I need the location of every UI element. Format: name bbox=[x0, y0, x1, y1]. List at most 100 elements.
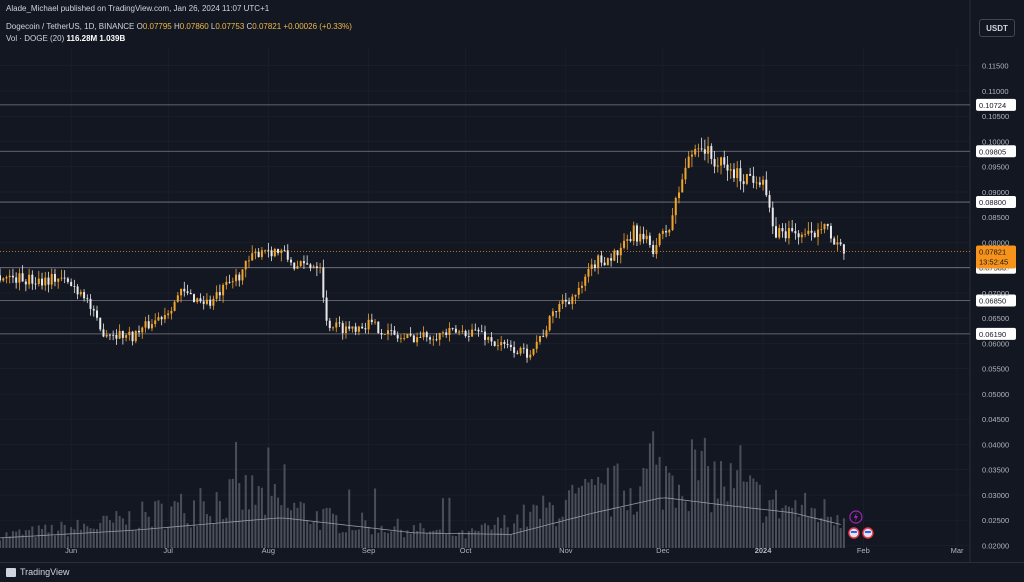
volume-bar bbox=[134, 530, 137, 548]
volume-bar bbox=[723, 486, 726, 548]
candle-body bbox=[558, 303, 561, 312]
candle-body bbox=[312, 266, 315, 269]
candle-body bbox=[603, 262, 606, 266]
candle-body bbox=[526, 348, 529, 358]
currency-selector[interactable]: USDT bbox=[979, 19, 1015, 37]
volume-bar bbox=[112, 522, 115, 548]
candle-body bbox=[131, 331, 134, 342]
volume-bar bbox=[652, 431, 655, 548]
volume-bar bbox=[380, 525, 383, 548]
candle-body bbox=[665, 231, 668, 233]
volume-bar bbox=[348, 489, 351, 548]
candle-body bbox=[202, 301, 205, 304]
volume-bar bbox=[506, 527, 509, 548]
volume-bar bbox=[603, 484, 606, 548]
volume-bar bbox=[487, 525, 490, 548]
volume-bar bbox=[429, 531, 432, 548]
volume-bar bbox=[319, 529, 322, 548]
candle-body bbox=[823, 223, 826, 230]
candle-body bbox=[574, 294, 577, 297]
volume-bar bbox=[483, 523, 487, 548]
candle-body bbox=[192, 294, 196, 303]
candle-body bbox=[587, 269, 590, 277]
x-tick-label: Aug bbox=[262, 546, 275, 555]
candle-body bbox=[429, 337, 432, 340]
candle-body bbox=[41, 278, 44, 286]
candle-body bbox=[765, 179, 768, 196]
candle-body bbox=[480, 331, 483, 333]
volume-bar bbox=[235, 441, 238, 548]
volume-bar bbox=[774, 489, 778, 548]
level-price-label: 0.08800 bbox=[979, 198, 1006, 207]
candle-body bbox=[315, 266, 318, 269]
candle-body bbox=[222, 284, 225, 296]
candle-body bbox=[542, 335, 545, 337]
candle-body bbox=[716, 165, 719, 167]
candle-body bbox=[280, 250, 283, 254]
publisher-line: Alade_Michael published on TradingView.c… bbox=[6, 4, 270, 13]
candle-body bbox=[794, 231, 797, 234]
tradingview-brand[interactable]: TradingView bbox=[6, 567, 70, 577]
volume-bar bbox=[390, 531, 393, 548]
volume-bar bbox=[205, 514, 208, 548]
price-change: +0.00026 (+0.33%) bbox=[283, 22, 352, 31]
level-price-box bbox=[976, 327, 1016, 340]
candle-body bbox=[729, 169, 732, 171]
candle-body bbox=[199, 298, 202, 302]
volume-bar bbox=[312, 521, 315, 548]
candle-body bbox=[694, 148, 697, 155]
volume-bar bbox=[435, 529, 438, 548]
volume-bar bbox=[749, 475, 752, 548]
candle-body bbox=[416, 337, 419, 343]
candle-body bbox=[616, 250, 619, 256]
candle-body bbox=[235, 274, 238, 282]
volume-bar bbox=[564, 499, 567, 548]
volume-bar bbox=[762, 522, 765, 548]
volume-bar bbox=[516, 514, 519, 548]
candle-body bbox=[774, 226, 778, 238]
candle-body bbox=[496, 345, 499, 347]
volume-bar bbox=[416, 530, 419, 548]
x-tick-label: Jun bbox=[65, 546, 77, 555]
candle-body bbox=[742, 181, 745, 184]
volume-bar bbox=[464, 538, 467, 548]
volume-bar bbox=[839, 528, 842, 548]
price-chart[interactable]: 0.107240.098050.088000.075000.068500.061… bbox=[0, 0, 1024, 562]
candle-body bbox=[632, 225, 635, 241]
candle-body bbox=[141, 327, 144, 333]
candle-body bbox=[357, 326, 360, 332]
candle-body bbox=[254, 251, 257, 254]
y-tick-label: 0.11000 bbox=[982, 87, 1009, 96]
symbol-info: Dogecoin / TetherUS, 1D, BINANCE O0.0779… bbox=[6, 22, 352, 31]
candle-body bbox=[332, 327, 335, 329]
volume-bar bbox=[196, 526, 199, 548]
volume-bar bbox=[551, 505, 554, 548]
volume-bar bbox=[50, 524, 53, 548]
volume-bar bbox=[432, 530, 435, 548]
candle-body bbox=[690, 154, 693, 157]
candle-body bbox=[163, 315, 166, 320]
volume-bar bbox=[545, 507, 548, 548]
candle-body bbox=[170, 310, 173, 314]
candle-body bbox=[325, 297, 328, 321]
candle-body bbox=[829, 225, 832, 239]
volume-bar bbox=[41, 529, 44, 548]
candle-body bbox=[273, 249, 276, 257]
candle-body bbox=[396, 334, 399, 339]
candle-body bbox=[461, 330, 464, 332]
y-tick-label: 0.10000 bbox=[982, 137, 1009, 146]
candle-body bbox=[506, 343, 509, 345]
candle-body bbox=[745, 174, 748, 184]
volume-bar bbox=[125, 524, 128, 548]
candle-body bbox=[79, 292, 82, 295]
candle-body bbox=[661, 231, 664, 234]
volume-bar bbox=[807, 517, 810, 548]
candle-body bbox=[720, 157, 723, 166]
candle-body bbox=[399, 338, 402, 340]
volume-bar bbox=[610, 516, 613, 548]
volume-bar bbox=[561, 516, 564, 548]
volume-bar bbox=[141, 501, 144, 548]
candle-body bbox=[635, 225, 638, 242]
volume-bar bbox=[713, 461, 716, 548]
candle-body bbox=[804, 233, 807, 235]
